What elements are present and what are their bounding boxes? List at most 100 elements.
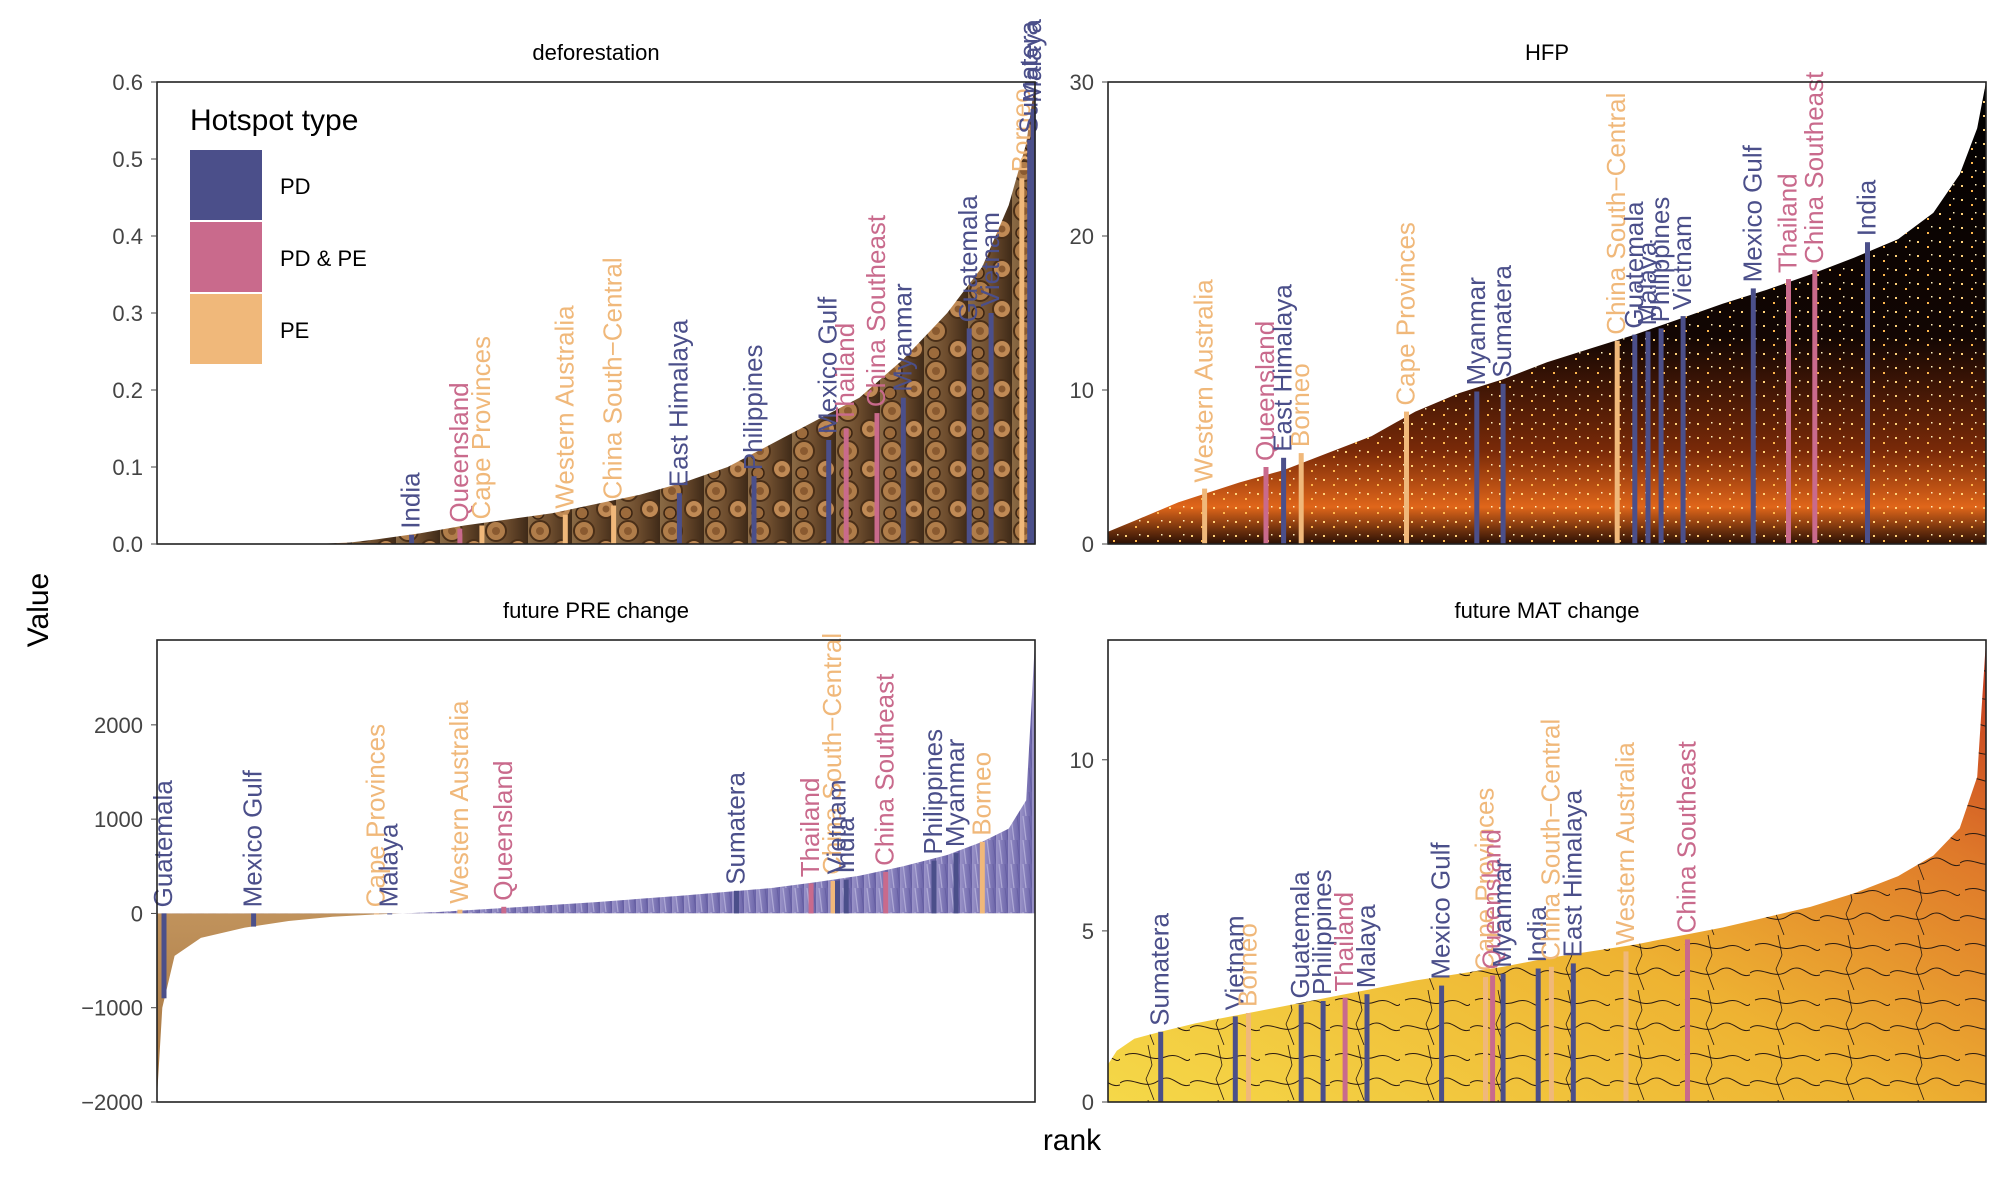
legend-label-pd-pe: PD & PE: [280, 246, 367, 271]
y-tick-label: 10: [1070, 748, 1094, 773]
hotspot-bar-cape-provinces: [479, 525, 485, 544]
hotspot-bar-vietnam: [988, 313, 994, 544]
hotspot-label-thailand: Thailand: [830, 323, 860, 423]
hotspot-label-vietnam: Vietnam: [975, 212, 1005, 307]
hotspot-label-malaya: Malaya: [1351, 904, 1381, 988]
hotspot-label-india: India: [1852, 179, 1882, 236]
hotspot-label-sumatera: Sumatera: [1487, 265, 1517, 378]
legend-label-pd: PD: [280, 174, 311, 199]
hotspot-label-cape-provinces: Cape Provinces: [1391, 222, 1421, 406]
area-fill-negative: [157, 913, 403, 1098]
hotspot-label-china-southeast: China Southeast: [1672, 740, 1702, 933]
hotspot-bar-philippines: [931, 860, 937, 914]
hotspot-bar-china-southeast: [883, 871, 889, 914]
hotspot-bar-western-australia: [1623, 951, 1629, 1102]
hotspot-label-western-australia: Western Australia: [1189, 279, 1219, 483]
hotspot-bar-thailand: [1786, 279, 1791, 544]
y-tick-label: 0.2: [112, 378, 143, 403]
y-tick-label: 0: [131, 901, 143, 926]
y-tick-label: −2000: [81, 1090, 143, 1115]
hotspot-label-cape-provinces: Cape Provinces: [1470, 788, 1500, 972]
hotspot-bar-queensland: [1490, 975, 1496, 1102]
hotspot-label-mexico-gulf: Mexico Gulf: [1426, 842, 1456, 980]
hotspot-bar-thailand: [843, 428, 849, 544]
hotspot-label-malaya: Malaya: [1017, 19, 1047, 103]
panel-title: HFP: [1525, 40, 1569, 65]
hotspot-bar-myanmar: [1500, 973, 1506, 1102]
hotspot-bar-thailand: [1342, 997, 1348, 1102]
hotspot-label-myanmar: Myanmar: [940, 738, 970, 847]
hotspot-bar-vietnam: [835, 880, 840, 914]
hotspot-bar-borneo: [1298, 453, 1304, 544]
area-texture: [1108, 640, 1986, 1102]
hotspot-label-myanmar: Myanmar: [887, 283, 917, 392]
hotspot-label-borneo: Borneo: [966, 752, 996, 836]
hotspot-label-malaya: Malaya: [1632, 241, 1662, 325]
hotspot-label-vietnam: Vietnam: [1219, 915, 1249, 1010]
area-fill: [157, 82, 1035, 544]
hotspot-label-sumatera: Sumatera: [1145, 913, 1175, 1026]
hotspot-bar-myanmar: [953, 853, 959, 914]
hotspot-label-mexico-gulf: Mexico Gulf: [813, 296, 843, 434]
hotspot-bar-east-himalaya: [676, 493, 682, 544]
hotspot-label-guatemala: Guatemala: [1285, 871, 1315, 999]
hotspot-bar-philippines: [1320, 1001, 1326, 1102]
hotspot-bar-sumatera: [734, 890, 739, 914]
y-axis-title: Value: [22, 573, 55, 648]
hotspot-label-india: India: [830, 817, 860, 874]
hotspot-label-cape-provinces: Cape Provinces: [466, 336, 496, 520]
hotspot-label-borneo: Borneo: [1233, 923, 1263, 1007]
hotspot-bar-mexico-gulf: [1439, 985, 1445, 1102]
hotspot-label-thailand: Thailand: [1773, 173, 1803, 273]
legend-swatch-pd: [190, 150, 262, 220]
hotspot-bar-india: [1865, 242, 1870, 544]
hotspot-label-china-southeast: China Southeast: [1799, 71, 1829, 264]
hotspot-label-vietnam: Vietnam: [822, 779, 852, 874]
hotspot-bar-malaya: [1030, 108, 1036, 545]
hotspot-label-myanmar: Myanmar: [1461, 277, 1491, 386]
hotspot-label-east-himalaya: East Himalaya: [1268, 284, 1298, 452]
hotspot-label-malaya: Malaya: [374, 823, 404, 907]
y-tick-label: 1000: [94, 807, 143, 832]
hotspot-label-vietnam: Vietnam: [1667, 215, 1697, 310]
hotspot-label-guatemala: Guatemala: [148, 780, 178, 908]
hotspot-label-queensland: Queensland: [1250, 321, 1280, 461]
y-tick-label: 0.0: [112, 532, 143, 557]
hotspot-bar-malaya: [1364, 994, 1370, 1102]
hotspot-label-east-himalaya: East Himalaya: [1557, 789, 1587, 957]
hotspot-label-china-south-central: China South−Central: [1601, 93, 1631, 335]
area-texture: [1108, 82, 1986, 544]
y-tick-label: 0.1: [112, 455, 143, 480]
hotspot-bar-guatemala: [1298, 1004, 1304, 1102]
hotspot-bar-mexico-gulf: [826, 440, 832, 544]
hotspot-bar-india: [409, 534, 415, 544]
legend-label-pe: PE: [280, 318, 309, 343]
hotspot-label-guatemala: Guatemala: [1619, 201, 1649, 329]
hotspot-label-myanmar: Myanmar: [1487, 859, 1517, 968]
x-axis-title: rank: [1043, 1124, 1102, 1157]
legend-title: Hotspot type: [190, 104, 358, 137]
legend: Hotspot type PD PD & PE PE: [190, 104, 367, 364]
hotspot-bar-borneo: [1246, 1013, 1251, 1102]
hotspot-bar-vietnam: [1680, 316, 1686, 544]
panel-title: deforestation: [532, 40, 659, 65]
area-fill-positive: [157, 640, 1035, 914]
hotspot-bar-sumatera: [1158, 1031, 1164, 1102]
hotspot-bar-guatemala: [1632, 334, 1638, 544]
hotspot-bar-china-south-central: [1614, 340, 1620, 544]
panel-future-pre-change: future PRE change Guatemala Mexico Gulf Cap…: [81, 598, 1036, 1115]
hotspot-bar-queensland: [1263, 467, 1269, 544]
hotspot-bar-china-south-central: [1548, 966, 1554, 1102]
legend-swatch-pe: [190, 294, 262, 364]
hotspot-label-guatemala: Guatemala: [953, 195, 983, 323]
hotspot-label-philippines: Philippines: [1645, 197, 1675, 323]
hotspot-label-borneo: Borneo: [1285, 363, 1315, 447]
hotspot-bar-myanmar: [1474, 391, 1480, 544]
hotspot-bar-guatemala: [966, 328, 972, 544]
hotspot-label-china-south-central: China South−Central: [817, 633, 847, 875]
hotspot-bar-malaya: [1645, 331, 1651, 544]
hotspot-label-queensland: Queensland: [488, 761, 518, 901]
y-tick-label: 0: [1082, 532, 1094, 557]
y-tick-label: 0.4: [112, 224, 143, 249]
